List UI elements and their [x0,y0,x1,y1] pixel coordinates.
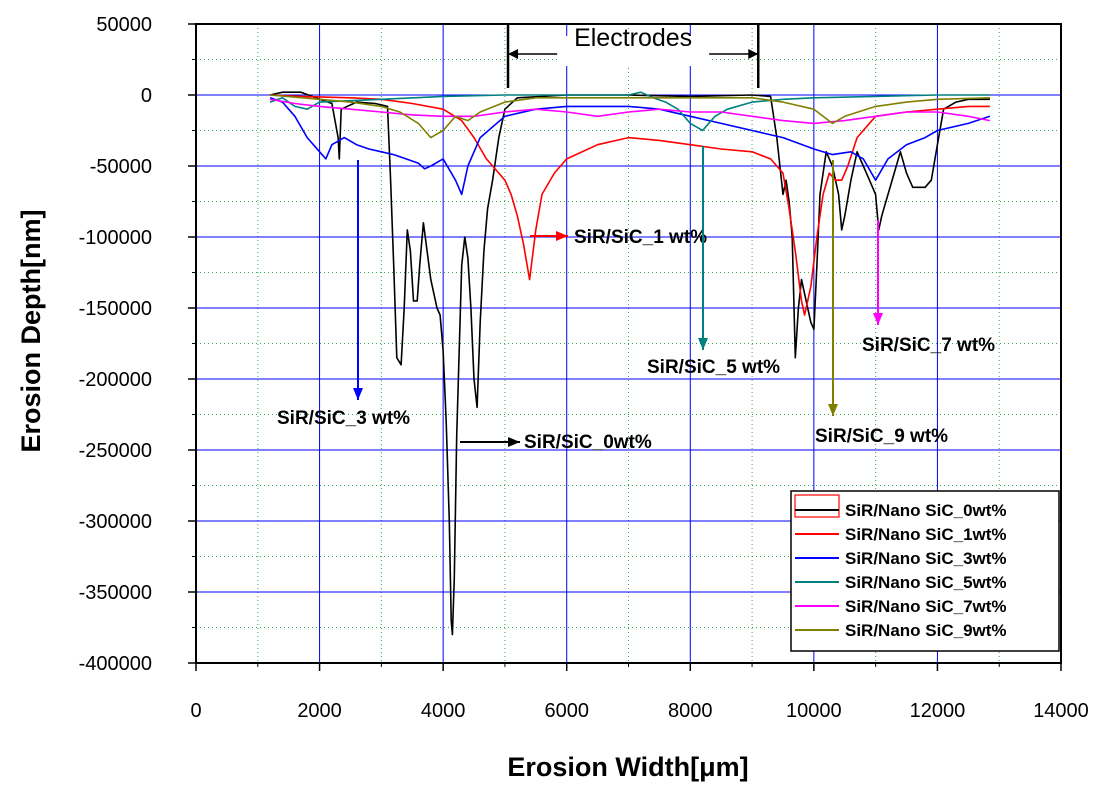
series-line [270,94,990,139]
y-tick-label: -100000 [79,227,152,249]
legend-entry: SiR/Nano SiC_1wt% [845,525,1007,544]
annotation-arrow-head [698,338,708,350]
annotation-arrow-head [353,388,363,400]
y-tick-label: 0 [141,85,152,107]
y-tick-label: -400000 [79,653,152,675]
x-tick-label: 8000 [668,700,713,722]
y-tick-label: -50000 [90,156,152,178]
x-tick-label: 0 [190,700,201,722]
x-tick-label: 6000 [544,700,589,722]
x-tick-label: 2000 [297,700,342,722]
annotation-arrow-head [508,437,520,447]
y-tick-label: -350000 [79,582,152,604]
annotation-label: SiR/SiC_7 wt% [862,335,995,356]
electrode-label-bg [557,36,710,66]
series-line [270,94,990,316]
annotation-label: SiR/SiC_1 wt% [574,227,707,248]
annotation-label: SiR/SiC_9 wt% [815,426,948,447]
annotations: SiR/SiC_1 wt% SiR/SiC_5 wt% SiR/SiC_7 wt% S… [277,146,995,453]
electrode-arrow-right [748,49,759,59]
legend: SiR/Nano SiC_0wt% SiR/Nano SiC_1wt% SiR/Na… [790,490,1060,652]
x-tick-label: 12000 [910,700,966,722]
annotation-arrow-head [556,231,568,241]
legend-swatch-frame [794,494,840,518]
x-tick-label: 10000 [786,700,842,722]
series-line [269,91,990,132]
legend-entry: SiR/Nano SiC_9wt% [845,621,1007,640]
annotation-label: SiR/SiC_0wt% [524,432,652,453]
legend-entry: SiR/Nano SiC_7wt% [845,597,1007,616]
legend-entry: SiR/Nano SiC_0wt% [845,501,1007,520]
x-tick-label: 4000 [421,700,466,722]
legend-entry: SiR/Nano SiC_5wt% [845,573,1007,592]
x-tick-label: 14000 [1033,700,1089,722]
electrodes-marker: Electrodes [506,24,760,88]
series-line [269,97,991,196]
y-tick-label: -200000 [79,369,152,391]
electrodes-label: Electrodes [574,24,692,52]
series-line [269,98,991,125]
legend-box [790,490,1060,652]
annotation-label: SiR/SiC_5 wt% [647,357,780,378]
series-line [269,91,990,636]
x-axis-title: Erosion Width[μm] [507,752,748,782]
series-lines [269,91,991,636]
y-tick-label: -150000 [79,298,152,320]
annotation-arrow-head [873,313,883,325]
y-tick-label: -250000 [79,440,152,462]
annotation-label: SiR/SiC_3 wt% [277,408,410,429]
y-axis-title: Erosion Depth[nm] [16,210,46,453]
axes: 0 2000 4000 6000 8000 10000 12000 14000 50000 0 -5… [79,14,1089,722]
y-tick-label: -300000 [79,511,152,533]
annotation-arrow-head [828,404,838,416]
legend-entry: SiR/Nano SiC_3wt% [845,549,1007,568]
y-tick-label: 50000 [96,14,152,36]
electrode-arrow-left [508,49,519,59]
